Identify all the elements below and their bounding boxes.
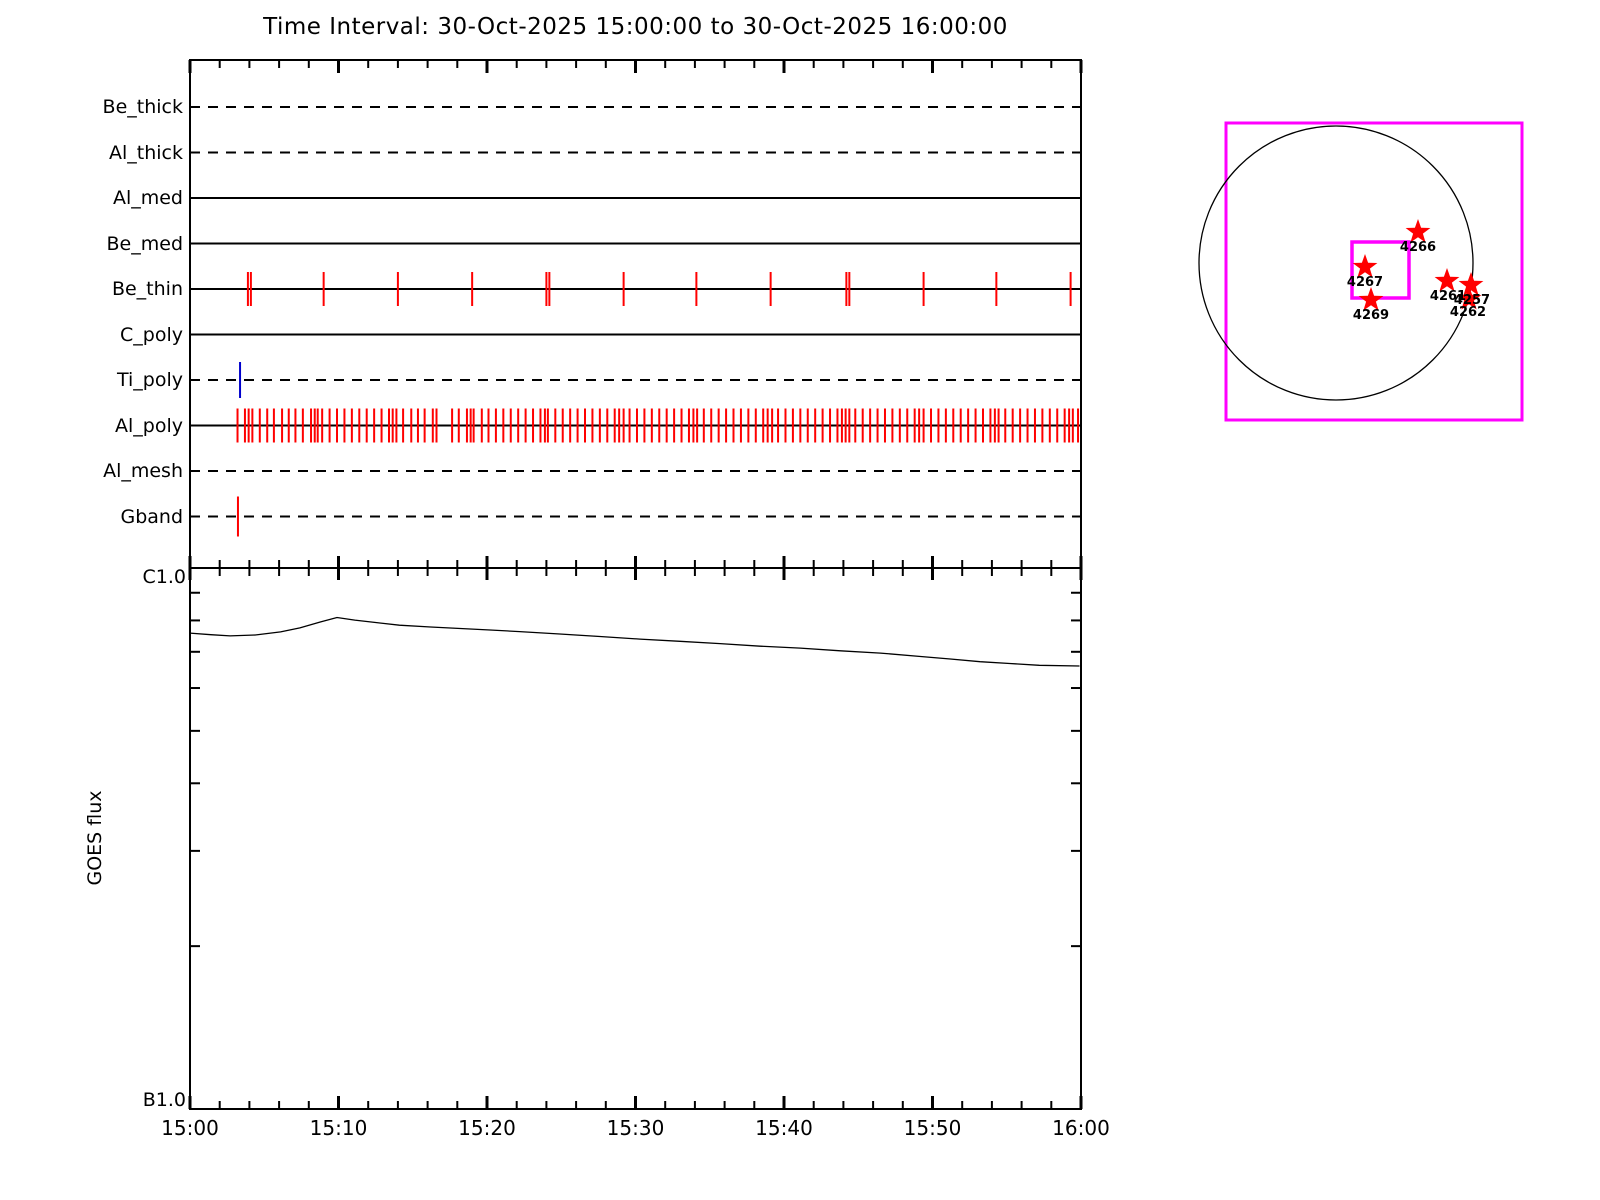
active-region-label: 4266 [1399, 240, 1437, 255]
y-axis-top-tick-label: C1.0 [142, 566, 186, 588]
active-region-star-4261 [1434, 268, 1460, 292]
filter-label-ti-poly: Ti_poly [116, 369, 183, 391]
filter-rows [190, 106, 1081, 518]
solar-limb-circle [1198, 125, 1474, 401]
filter-label-be-med: Be_med [106, 232, 183, 255]
x-tick-label: 15:00 [161, 1116, 219, 1140]
active-region-star-4257 [1458, 272, 1484, 296]
active-region-star-4269 [1358, 287, 1384, 311]
filter-label-gband: Gband [120, 505, 183, 528]
active-region-label: 4262 [1449, 305, 1487, 320]
active-region-star-4267 [1352, 254, 1378, 278]
filter-label-al-thick: Al_thick [109, 141, 183, 164]
page-title: Time Interval: 30-Oct-2025 15:00:00 to 3… [263, 14, 1008, 40]
filter-label-c-poly: C_poly [120, 323, 183, 346]
time-axes [188, 60, 1083, 1109]
x-tick-label: 15:50 [903, 1116, 962, 1140]
active-region-label: 4269 [1352, 308, 1390, 323]
active-region-label: 4261 [1429, 289, 1467, 304]
filter-label-be-thin: Be_thin [111, 278, 183, 300]
filter-panel-border [189, 59, 1082, 569]
active-region-label: 4267 [1346, 275, 1384, 290]
filter-label-al-mesh: Al_mesh [103, 460, 183, 482]
y-axis-title: GOES flux [84, 790, 106, 886]
active-region-label: 4257 [1453, 293, 1491, 308]
exposure-ticks [236, 272, 1080, 537]
filter-label-al-med: Al_med [112, 187, 183, 209]
active-region-star-4266 [1405, 219, 1431, 243]
goes-panel-border [189, 567, 1082, 1110]
pointing-panel [1198, 121, 1524, 422]
active-region-star-4262 [1456, 286, 1482, 310]
x-tick-label: 16:00 [1052, 1116, 1110, 1140]
x-tick-label: 15:20 [458, 1116, 516, 1140]
x-tick-label: 15:30 [606, 1116, 665, 1140]
filter-label-be-thick: Be_thick [102, 96, 183, 118]
filter-label-al-poly: Al_poly [115, 414, 183, 437]
outer-fov-box [1224, 121, 1524, 422]
x-tick-label: 15:10 [309, 1116, 368, 1140]
x-tick-label: 15:40 [755, 1116, 813, 1140]
y-axis-bottom-tick-label: B1.0 [142, 1089, 186, 1111]
goes-flux-curve [189, 616, 1080, 667]
